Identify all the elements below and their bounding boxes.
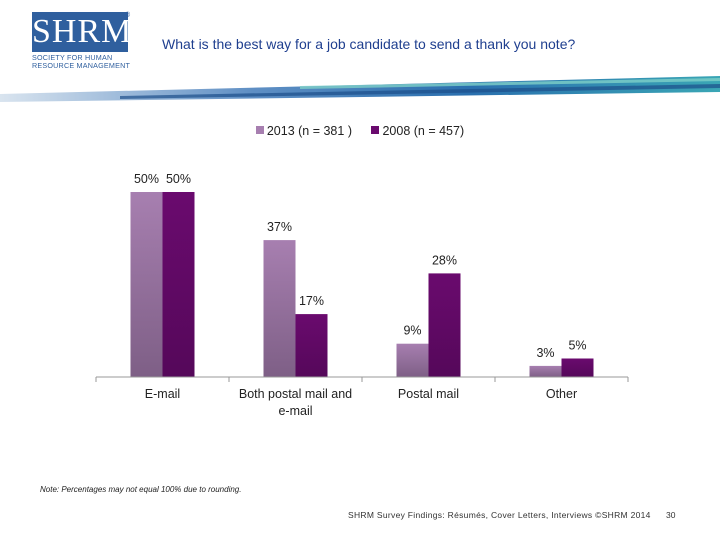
- data-label-2008-1: 17%: [299, 294, 324, 308]
- legend-label-2008: 2008 (n = 457): [382, 124, 465, 138]
- data-label-2008-0: 50%: [166, 172, 191, 186]
- bar-2013-1: [263, 240, 296, 377]
- bar-2008-2: [428, 273, 461, 377]
- data-label-2008-2: 28%: [432, 253, 457, 267]
- bar-2008-1: [295, 314, 328, 377]
- legend-item-2013: 2013 (n = 381 ): [255, 124, 352, 138]
- bar-2013-0: [130, 192, 163, 377]
- chart-legend: 2013 (n = 381 ) 2008 (n = 457): [0, 124, 720, 138]
- x-tick-label-2: Postal mail: [398, 387, 459, 401]
- logo-wordmark: SHRM: [32, 12, 133, 52]
- slide-title: What is the best way for a job candidate…: [162, 36, 576, 52]
- footer-source: SHRM Survey Findings: Résumés, Cover Let…: [348, 510, 651, 520]
- x-tick-label-0: E-mail: [145, 387, 180, 401]
- logo-tagline-line-1: SOCIETY FOR HUMAN: [32, 53, 113, 62]
- legend-item-2008: 2008 (n = 457): [371, 124, 464, 138]
- x-tick-label-3: Other: [546, 387, 577, 401]
- decorative-header-band: [0, 76, 720, 102]
- data-label-2008-3: 5%: [568, 339, 586, 353]
- data-label-2013-1: 37%: [267, 220, 292, 234]
- bar-2013-2: [396, 343, 429, 377]
- logo-tagline-line-2: RESOURCE MANAGEMENT: [32, 61, 131, 70]
- logo-tagline: SOCIETY FOR HUMAN RESOURCE MANAGEMENT: [32, 54, 132, 70]
- shrm-logo: SHRM ® SOCIETY FOR HUMAN RESOURCE MANAGE…: [32, 12, 132, 70]
- data-label-2013-0: 50%: [134, 172, 159, 186]
- bar-chart: 50% 50% E-mail 37% 17% Both postal mail and e-…: [95, 172, 629, 418]
- legend-label-2013: 2013 (n = 381 ): [266, 124, 352, 138]
- bar-2008-3: [561, 358, 594, 377]
- data-label-2013-2: 9%: [403, 324, 421, 338]
- legend-swatch-2008: [371, 126, 380, 134]
- page-number: 30: [666, 510, 676, 520]
- x-tick-label-1: Both postal mail and e-mail: [239, 387, 352, 418]
- bar-2013-3: [529, 365, 562, 377]
- footnote: Note: Percentages may not equal 100% due…: [40, 485, 242, 494]
- legend-swatch-2013: [255, 126, 264, 134]
- data-label-2013-3: 3%: [536, 346, 554, 360]
- logo-registered-mark: ®: [125, 12, 131, 19]
- bar-2008-0: [162, 192, 195, 377]
